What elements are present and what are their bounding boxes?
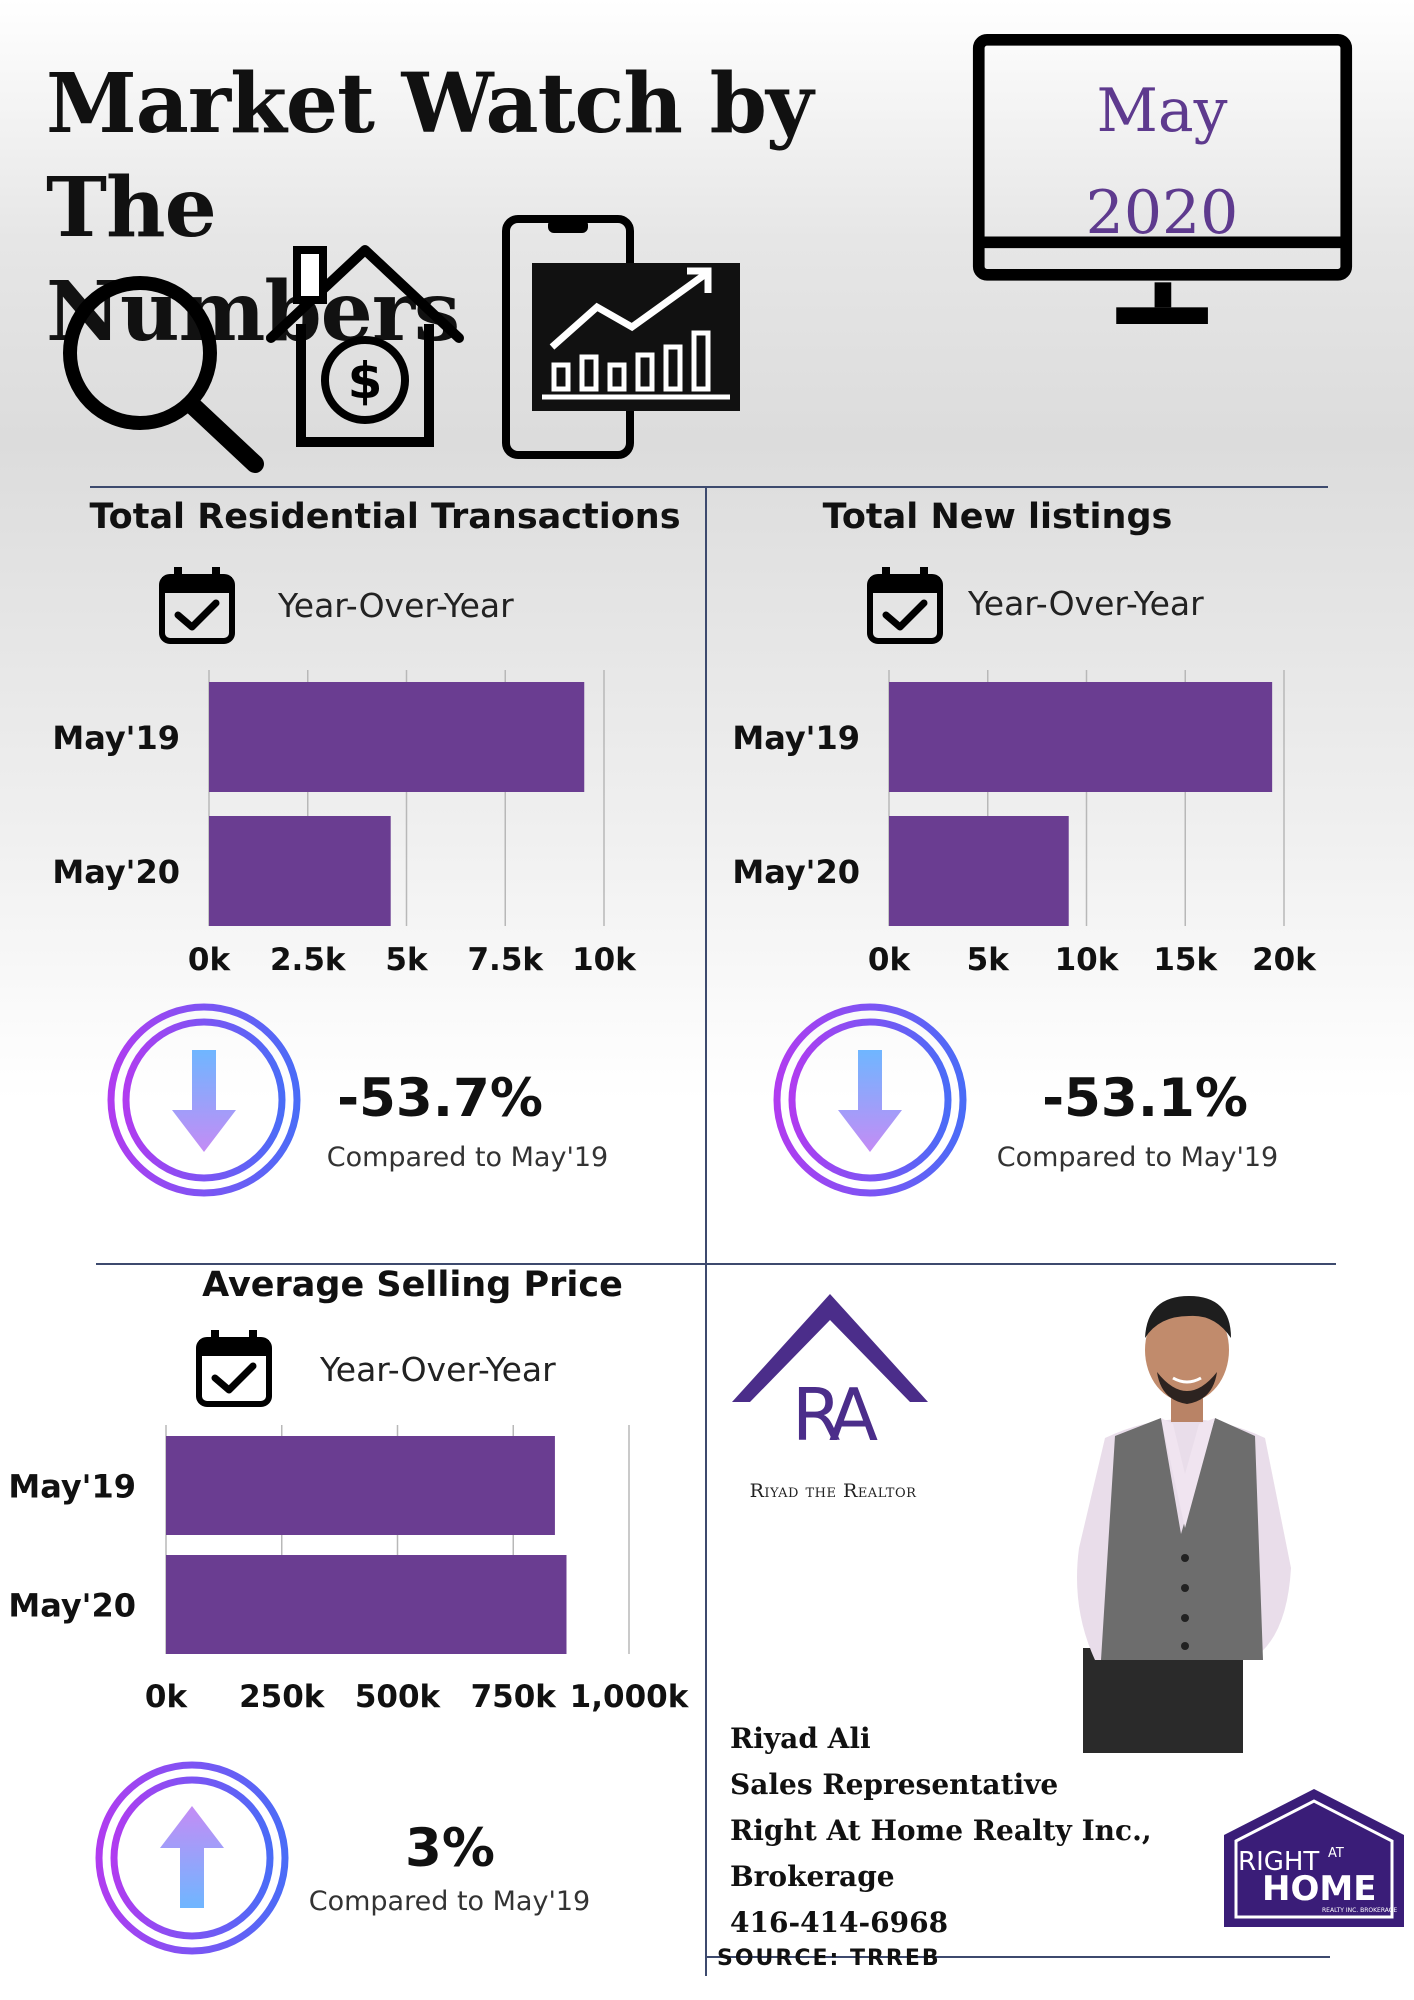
listings-yoy-label: Year-Over-Year — [968, 584, 1204, 623]
search-icon — [63, 276, 264, 473]
bar — [209, 816, 391, 926]
agent-role: Sales Representative — [730, 1768, 1059, 1801]
bar — [166, 1436, 555, 1535]
calendar-check-icon — [159, 567, 235, 644]
title-line-1: Market Watch by The — [46, 56, 814, 256]
tick-label: 2.5k — [270, 942, 347, 978]
listings-compare: Compared to May'19 — [996, 1142, 1279, 1173]
category-label: May'20 — [52, 853, 180, 891]
bar — [889, 816, 1069, 926]
right-at-home-logo: RIGHT AT HOME REALTY INC. BROKERAGE — [1224, 1789, 1404, 1927]
tick-label: 0k — [868, 942, 912, 978]
category-label: May'19 — [8, 1468, 136, 1506]
agent-photo — [1077, 1296, 1291, 1753]
price-title: Average Selling Price — [202, 1265, 623, 1305]
transactions-title: Total Residential Transactions — [89, 497, 681, 537]
tick-label: 5k — [967, 942, 1011, 978]
tick-label: 7.5k — [467, 942, 544, 978]
tick-label: 750k — [471, 1679, 558, 1715]
tick-label: 10k — [1055, 942, 1120, 978]
category-label: May'19 — [732, 719, 860, 757]
arrow-down-icon — [773, 1003, 967, 1197]
agent-phone: 416-414-6968 — [730, 1906, 949, 1939]
price-yoy-label: Year-Over-Year — [320, 1350, 556, 1389]
tick-label: 5k — [385, 942, 429, 978]
tick-label: 0k — [145, 1679, 189, 1715]
report-year: 2020 — [1085, 178, 1239, 248]
phone-chart-icon — [502, 215, 740, 459]
arrow-down-icon — [107, 1003, 301, 1197]
category-label: May'19 — [52, 719, 180, 757]
listings-chart: May'19 May'20 0k 5k 10k 15k 20k — [732, 670, 1317, 978]
source-note: SOURCE: TRREB — [717, 1946, 941, 1971]
listings-title: Total New listings — [822, 497, 1173, 537]
logo-small-text: REALTY INC. BROKERAGE — [1322, 1907, 1397, 1914]
logo-at-text: AT — [1328, 1846, 1344, 1861]
category-label: May'20 — [8, 1587, 136, 1625]
agent-contact: Riyad Ali Sales Representative Right At … — [730, 1716, 1152, 1946]
riyad-logo-caption: Riyad the Realtor — [749, 1480, 917, 1502]
tick-label: 250k — [239, 1679, 326, 1715]
price-compare: Compared to May'19 — [308, 1886, 591, 1917]
agent-name: Riyad Ali — [730, 1722, 871, 1755]
bar — [209, 682, 585, 792]
agent-brokerage: Brokerage — [730, 1860, 895, 1893]
listings-change: -53.1% — [1042, 1068, 1248, 1129]
calendar-check-icon — [867, 567, 943, 644]
center-divider — [705, 486, 707, 1976]
logo-right-text: RIGHT — [1238, 1847, 1319, 1877]
tick-label: 15k — [1153, 942, 1218, 978]
bar — [166, 1555, 567, 1654]
top-divider — [90, 486, 1328, 488]
transactions-compare: Compared to May'19 — [326, 1142, 609, 1173]
svg-text:$: $ — [348, 352, 383, 410]
price-change: 3% — [405, 1818, 495, 1879]
bar — [889, 682, 1273, 792]
transactions-change: -53.7% — [337, 1068, 543, 1129]
bottom-divider — [705, 1956, 1330, 1958]
report-month: May — [1096, 76, 1228, 146]
agent-company: Right At Home Realty Inc., — [730, 1814, 1152, 1847]
tick-label: 20k — [1252, 942, 1317, 978]
category-label: May'20 — [732, 853, 860, 891]
calendar-check-icon — [196, 1330, 272, 1407]
transactions-chart: May'19 May'20 0k 2.5k 5k 7.5k 10k — [52, 670, 637, 978]
middle-divider — [96, 1263, 1336, 1265]
riyad-realtor-logo: RA — [732, 1294, 928, 1457]
monitor-icon — [972, 34, 1353, 324]
arrow-up-icon — [95, 1761, 289, 1955]
house-dollar-icon: $ — [266, 245, 464, 447]
logo-home-text: HOME — [1262, 1869, 1376, 1909]
tick-label: 500k — [355, 1679, 442, 1715]
tick-label: 1,000k — [570, 1679, 690, 1715]
tick-label: 10k — [572, 942, 637, 978]
svg-text:RA: RA — [792, 1373, 878, 1457]
price-chart: May'19 May'20 0k 250k 500k 750k 1,000k — [8, 1425, 690, 1715]
page-title: Market Watch by The Numbers — [46, 52, 946, 364]
transactions-yoy-label: Year-Over-Year — [278, 586, 514, 625]
tick-label: 0k — [188, 942, 232, 978]
